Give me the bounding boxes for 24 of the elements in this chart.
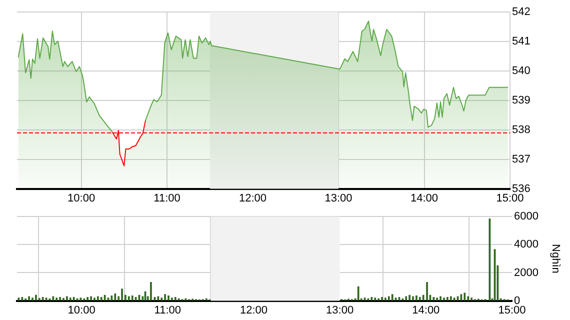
y-tick-label: 4000	[514, 238, 538, 251]
x-tick-label: 10:00	[68, 192, 96, 204]
x-tick-label: 13:00	[326, 304, 354, 316]
y-axis-title: Nghìn	[549, 244, 562, 274]
y-tick-label: 538	[512, 124, 530, 136]
x-tick-label: 11:00	[154, 192, 180, 204]
y-tick-label: 536	[512, 182, 530, 195]
x-tick-label: 13:00	[324, 192, 352, 204]
y-tick-label: 6000	[514, 210, 538, 223]
x-tick-label: 12:00	[239, 192, 267, 204]
x-tick-label: 11:00	[154, 304, 182, 316]
y-tick-label: 540	[512, 64, 530, 77]
x-tick-label: 10:00	[68, 304, 96, 316]
y-tick-label: 2000	[514, 266, 538, 279]
y-tick-label: 537	[512, 153, 530, 166]
x-tick-label: 15:00	[496, 192, 524, 204]
y-tick-label: 539	[512, 94, 530, 106]
x-tick-label: 15:00	[498, 304, 526, 316]
x-tick-label: 14:00	[412, 304, 440, 316]
y-tick-label: 541	[512, 36, 530, 48]
y-tick-label: 0	[514, 294, 520, 307]
x-tick-label: 12:00	[240, 304, 268, 316]
x-tick-label: 14:00	[410, 192, 438, 204]
y-tick-label: 542	[512, 6, 530, 18]
